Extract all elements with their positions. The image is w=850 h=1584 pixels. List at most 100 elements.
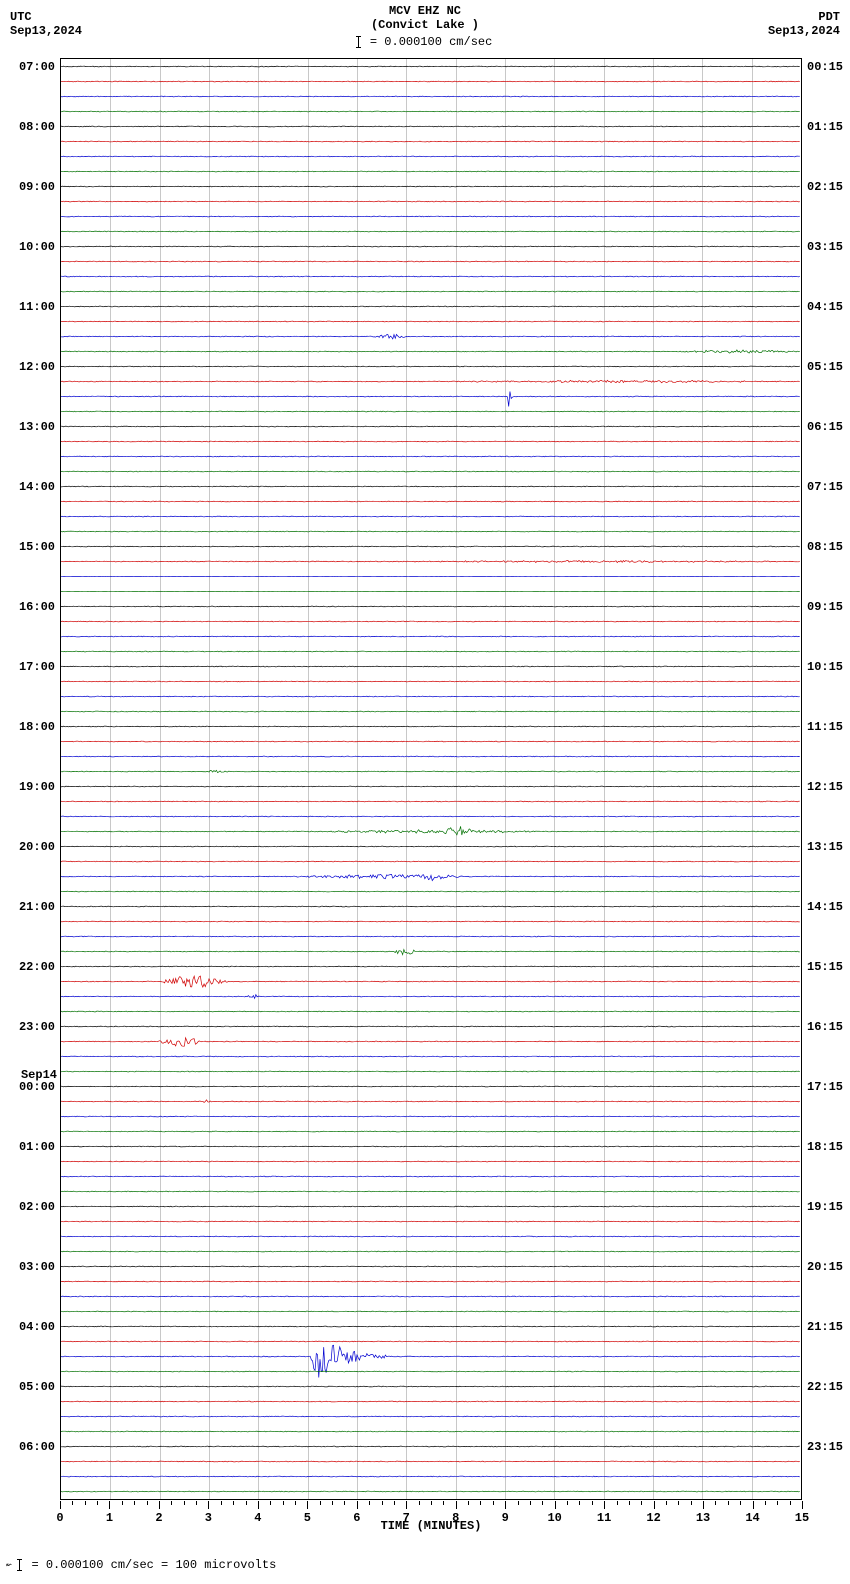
x-tick-label: 7 [403, 1511, 410, 1525]
time-label-pdt: 12:15 [801, 781, 843, 793]
time-label-pdt: 16:15 [801, 1021, 843, 1033]
time-label-utc: 10:00 [19, 241, 61, 253]
x-tick-major [307, 1501, 308, 1509]
time-label-utc: 04:00 [19, 1321, 61, 1333]
x-tick-major [357, 1501, 358, 1509]
time-label-pdt: 19:15 [801, 1201, 843, 1213]
x-tick-major [456, 1501, 457, 1509]
x-tick-minor [320, 1501, 321, 1505]
time-label-pdt: 07:15 [801, 481, 843, 493]
x-tick-major [753, 1501, 754, 1509]
tz-pdt: PDT [768, 10, 840, 24]
time-label-utc: 02:00 [19, 1201, 61, 1213]
x-tick-minor [493, 1501, 494, 1505]
x-tick-minor [777, 1501, 778, 1505]
x-tick-major [208, 1501, 209, 1509]
time-label-pdt: 13:15 [801, 841, 843, 853]
time-label-pdt: 02:15 [801, 181, 843, 193]
time-label-utc: 23:00 [19, 1021, 61, 1033]
time-label-utc: 00:00 [19, 1081, 61, 1093]
x-tick-minor [567, 1501, 568, 1505]
x-tick-minor [72, 1501, 73, 1505]
x-tick-label: 3 [205, 1511, 212, 1525]
x-tick-minor [394, 1501, 395, 1505]
x-tick-major [604, 1501, 605, 1509]
x-tick-minor [617, 1501, 618, 1505]
x-tick-label: 2 [155, 1511, 162, 1525]
x-tick-label: 5 [304, 1511, 311, 1525]
x-tick-minor [196, 1501, 197, 1505]
tz-utc: UTC [10, 10, 82, 24]
x-tick-label: 4 [254, 1511, 261, 1525]
x-axis-title: TIME (MINUTES) [60, 1519, 802, 1533]
time-label-pdt: 05:15 [801, 361, 843, 373]
time-label-pdt: 23:15 [801, 1441, 843, 1453]
time-label-pdt: 06:15 [801, 421, 843, 433]
x-tick-label: 11 [597, 1511, 611, 1525]
time-label-utc: 21:00 [19, 901, 61, 913]
time-label-utc: 11:00 [19, 301, 61, 313]
x-axis: 0123456789101112131415 TIME (MINUTES) [60, 1500, 802, 1542]
x-tick-minor [765, 1501, 766, 1505]
time-label-utc: 03:00 [19, 1261, 61, 1273]
x-tick-minor [270, 1501, 271, 1505]
time-label-utc: 07:00 [19, 61, 61, 73]
x-tick-minor [122, 1501, 123, 1505]
x-tick-minor [134, 1501, 135, 1505]
x-tick-minor [246, 1501, 247, 1505]
header-left: UTC Sep13,2024 [10, 10, 82, 39]
x-tick-label: 15 [795, 1511, 809, 1525]
x-tick-label: 8 [452, 1511, 459, 1525]
time-label-utc: 20:00 [19, 841, 61, 853]
x-tick-label: 12 [646, 1511, 660, 1525]
time-label-utc: 14:00 [19, 481, 61, 493]
x-tick-minor [382, 1501, 383, 1505]
time-label-pdt: 17:15 [801, 1081, 843, 1093]
x-tick-label: 0 [56, 1511, 63, 1525]
date-pdt: Sep13,2024 [768, 24, 840, 38]
time-label-utc: 05:00 [19, 1381, 61, 1393]
time-label-utc: 15:00 [19, 541, 61, 553]
time-label-pdt: 01:15 [801, 121, 843, 133]
x-tick-minor [740, 1501, 741, 1505]
x-tick-minor [233, 1501, 234, 1505]
x-tick-label: 1 [106, 1511, 113, 1525]
seismogram-container: 07:0008:0009:0010:0011:0012:0013:0014:00… [60, 58, 802, 1500]
time-label-pdt: 11:15 [801, 721, 843, 733]
x-tick-minor [97, 1501, 98, 1505]
x-tick-major [159, 1501, 160, 1509]
x-tick-minor [715, 1501, 716, 1505]
x-tick-minor [579, 1501, 580, 1505]
x-tick-minor [691, 1501, 692, 1505]
time-label-pdt: 04:15 [801, 301, 843, 313]
x-tick-minor [147, 1501, 148, 1505]
x-tick-major [406, 1501, 407, 1509]
date-change-tag: Sep14 [21, 1069, 61, 1081]
x-tick-label: 10 [547, 1511, 561, 1525]
x-tick-minor [790, 1501, 791, 1505]
x-tick-minor [480, 1501, 481, 1505]
x-tick-minor [592, 1501, 593, 1505]
x-tick-minor [678, 1501, 679, 1505]
x-tick-minor [530, 1501, 531, 1505]
x-tick-minor [419, 1501, 420, 1505]
time-label-utc: 12:00 [19, 361, 61, 373]
x-tick-major [703, 1501, 704, 1509]
x-axis-ticks: 0123456789101112131415 [60, 1500, 802, 1519]
station-subtitle: (Convict Lake ) [0, 18, 850, 32]
x-tick-minor [85, 1501, 86, 1505]
x-tick-minor [666, 1501, 667, 1505]
x-tick-major [555, 1501, 556, 1509]
x-tick-minor [443, 1501, 444, 1505]
time-label-pdt: 03:15 [801, 241, 843, 253]
time-label-pdt: 00:15 [801, 61, 843, 73]
header-right: PDT Sep13,2024 [768, 10, 840, 39]
time-label-pdt: 09:15 [801, 601, 843, 613]
x-tick-minor [629, 1501, 630, 1505]
time-label-utc: 01:00 [19, 1141, 61, 1153]
time-label-utc: 22:00 [19, 961, 61, 973]
station-title: MCV EHZ NC [0, 4, 850, 18]
x-tick-minor [283, 1501, 284, 1505]
time-label-pdt: 10:15 [801, 661, 843, 673]
time-label-pdt: 14:15 [801, 901, 843, 913]
